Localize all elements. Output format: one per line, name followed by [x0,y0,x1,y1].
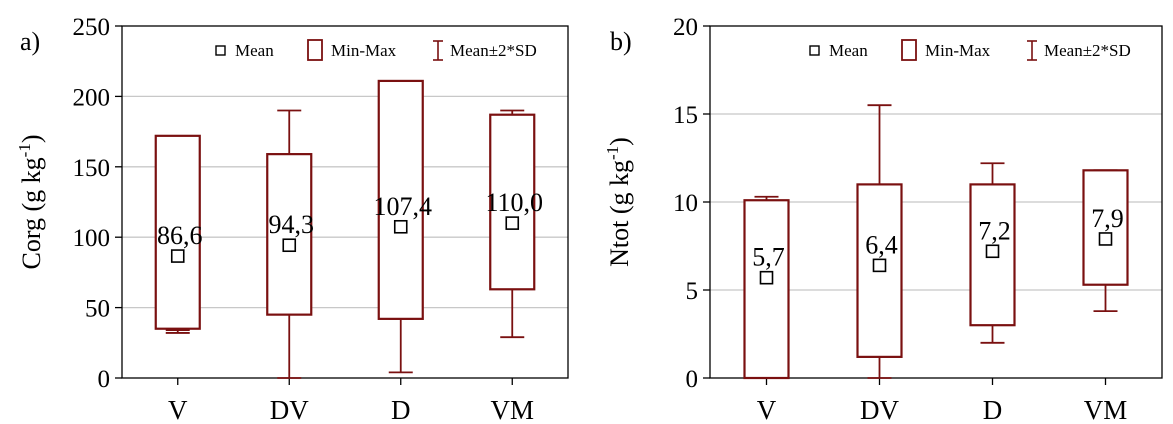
legend-mean-label: Mean [235,41,274,60]
legend-sd-label: Mean±2*SD [450,41,537,60]
y-tick-label: 15 [673,102,698,129]
chart-panel-2: 0 5 10 15 20 V DV D VM b) Ntot (g kg-1) 5,7 6,4 7,2 7,… [603,14,1163,424]
minmax-box [266,153,313,316]
mean-marker [985,244,1000,259]
legend-mean-marker [215,45,226,56]
mean-data-label: 107,4 [374,192,433,221]
minmax-box [743,199,790,380]
mean-marker [505,216,520,230]
legend-minmax-label: Min-Max [925,41,991,60]
legend: Mean Min-Max Mean±2*SD [809,39,1131,61]
y-tick-label: 250 [73,14,111,41]
y-axis-label: Corg (g kg-1) [15,134,46,269]
minmax-box [377,79,424,320]
y-tick-label: 200 [73,84,111,111]
chart-panel-1: 0 50 100 150 200 250 V DV D VM a) Corg (g kg-1) 86,6… [15,14,569,424]
x-tick-label: V [168,395,188,424]
x-tick-label: D [983,395,1003,424]
y-tick-label: 10 [673,190,698,217]
x-tick-label: VM [1084,395,1128,424]
y-tick-label: 0 [686,366,699,393]
mean-data-label: 6,4 [865,230,898,259]
x-tick-label: D [391,395,411,424]
mean-marker [872,258,887,273]
mean-marker [759,270,774,285]
y-axis-label: Ntot (g kg-1) [603,137,634,267]
y-tick-label: 100 [73,225,111,252]
legend-mean-label: Mean [829,41,868,60]
minmax-box [489,113,536,291]
plot-frame [121,25,569,379]
panel-label: b) [610,27,632,56]
y-tick-label: 0 [98,366,111,393]
mean-marker [1098,232,1113,246]
mean-data-label: 5,7 [752,243,785,272]
x-tick-label: VM [490,395,534,424]
x-tick-label: V [757,395,777,424]
mean-data-label: 110,0 [485,188,543,217]
minmax-box [154,134,201,330]
legend-minmax-label: Min-Max [331,41,397,60]
x-tick-label: DV [860,395,899,424]
mean-data-label: 94,3 [269,210,315,239]
panel-label: a) [20,27,40,56]
y-tick-label: 150 [73,155,111,182]
y-tick-label: 50 [85,296,110,323]
legend: Mean Min-Max Mean±2*SD [215,39,537,61]
legend-minmax-marker [307,39,323,61]
mean-marker [393,219,408,234]
legend-sd-label: Mean±2*SD [1044,41,1131,60]
minmax-box [969,183,1016,327]
x-tick-label: DV [270,395,309,424]
mean-marker [282,238,297,253]
mean-data-label: 7,2 [978,216,1011,245]
legend-mean-marker [809,45,820,56]
minmax-box [1082,169,1129,286]
mean-data-label: 86,6 [157,221,203,250]
mean-data-label: 7,9 [1091,204,1124,233]
y-tick-label: 20 [673,14,698,41]
y-tick-label: 5 [686,278,699,305]
mean-marker [170,249,185,263]
legend-minmax-marker [901,39,917,61]
